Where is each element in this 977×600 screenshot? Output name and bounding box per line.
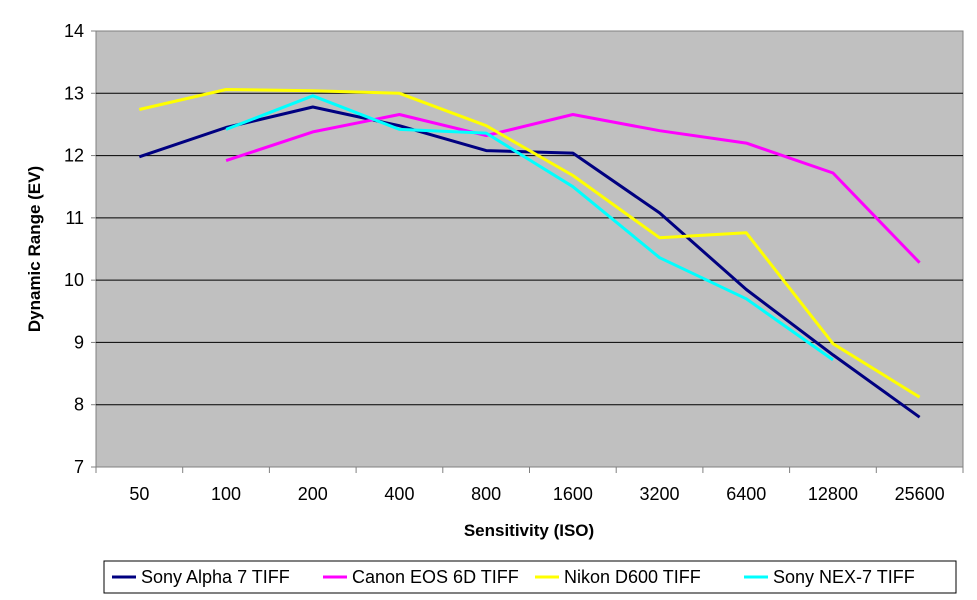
y-tick-label: 11: [65, 208, 84, 228]
series-lines: [138, 88, 921, 419]
x-tick-label: 25600: [895, 484, 945, 504]
series-line-canon-eos-6d-tiff: [225, 113, 921, 264]
x-tick-label: 1600: [553, 484, 593, 504]
legend-label: Canon EOS 6D TIFF: [352, 567, 519, 587]
legend-label: Sony NEX-7 TIFF: [773, 567, 915, 587]
legend-label: Sony Alpha 7 TIFF: [141, 567, 290, 587]
legend-label: Nikon D600 TIFF: [564, 567, 701, 587]
y-tick-label: 14: [64, 21, 84, 41]
y-tick-label: 13: [64, 83, 84, 103]
x-tick-label: 400: [384, 484, 414, 504]
x-tick-label: 12800: [808, 484, 858, 504]
x-axis-ticks: [95, 467, 964, 473]
x-tick-label: 200: [298, 484, 328, 504]
y-tick-label: 7: [74, 457, 84, 477]
legend: Sony Alpha 7 TIFF Canon EOS 6D TIFF Nikon …: [103, 560, 957, 594]
x-tick-label: 800: [471, 484, 501, 504]
x-tick-label: 50: [129, 484, 149, 504]
legend-box: [103, 560, 957, 594]
x-tick-label: 100: [211, 484, 241, 504]
plot-area: [95, 30, 964, 468]
y-tick-label: 9: [74, 332, 84, 352]
x-axis-title: Sensitivity (ISO): [464, 521, 594, 540]
x-axis-tick-labels: 50 100 200 400 800 1600 3200 6400 12800 25600: [129, 484, 944, 504]
y-tick-label: 12: [64, 146, 84, 166]
y-tick-label: 10: [64, 270, 84, 290]
y-axis-title: Dynamic Range (EV): [25, 166, 44, 332]
series-line-nikon-d600-tiff: [138, 88, 921, 399]
y-tick-label: 8: [74, 395, 84, 415]
x-tick-label: 3200: [640, 484, 680, 504]
y-axis-tick-labels: 7 8 9 10 11 12 13 14: [64, 21, 84, 477]
x-tick-label: 6400: [726, 484, 766, 504]
series-line-sony-nex-7-tiff: [225, 94, 834, 362]
